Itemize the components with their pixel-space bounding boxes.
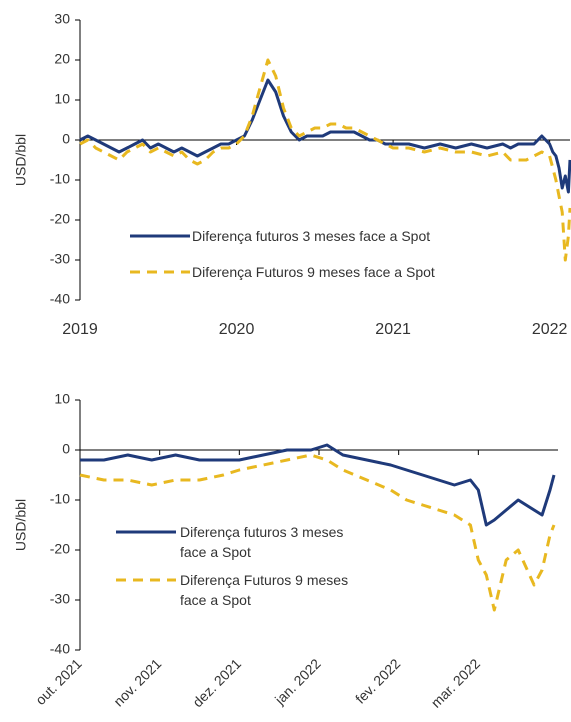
legend-label: Diferença Futuros 9 meses face a Spot <box>192 264 435 280</box>
x-tick-label: 2020 <box>219 321 255 338</box>
y-tick-label: 30 <box>54 11 70 27</box>
series-line <box>79 78 571 194</box>
x-tick-label: 2021 <box>375 321 411 338</box>
legend-label: Diferença Futuros 9 meses face a Spot <box>180 572 349 608</box>
y-tick-label: -40 <box>50 291 70 307</box>
y-axis-label: USD/bbl <box>13 499 29 551</box>
x-tick-label: jan. 2022 <box>271 655 324 708</box>
x-tick-label: fev. 2022 <box>352 655 403 706</box>
series-line <box>80 443 556 527</box>
y-tick-label: -10 <box>50 491 70 507</box>
legend-label: Diferença futuros 3 meses face a Spot <box>192 228 431 244</box>
legend-label: Diferença futuros 3 meses face a Spot <box>180 524 344 560</box>
y-tick-label: -30 <box>50 251 70 267</box>
series-line <box>79 58 571 262</box>
y-axis-label: USD/bbl <box>13 134 29 186</box>
x-tick-label: 2019 <box>62 321 98 338</box>
y-tick-label: -30 <box>50 591 70 607</box>
x-tick-label: out. 2021 <box>32 655 85 708</box>
y-tick-label: 20 <box>54 51 70 67</box>
legend-entry: Diferença futuros 3 meses face a Spot <box>192 228 431 244</box>
legend-entry: Diferença Futuros 9 meses face a Spot <box>192 264 435 280</box>
y-tick-label: 10 <box>54 91 70 107</box>
y-tick-label: -40 <box>50 641 70 657</box>
y-tick-label: -10 <box>50 171 70 187</box>
y-tick-label: -20 <box>50 211 70 227</box>
x-tick-label: nov. 2021 <box>110 655 164 709</box>
y-tick-label: 0 <box>62 441 70 457</box>
x-tick-label: mar. 2022 <box>428 655 483 710</box>
x-tick-label: dez. 2021 <box>189 655 244 710</box>
y-tick-label: 0 <box>62 131 70 147</box>
y-tick-label: 10 <box>54 391 70 407</box>
y-tick-label: -20 <box>50 541 70 557</box>
legend-entry: Diferença futuros 3 meses face a Spot <box>180 524 344 560</box>
legend-entry: Diferença Futuros 9 meses face a Spot <box>180 572 349 608</box>
x-tick-label: 2022 <box>532 321 568 338</box>
